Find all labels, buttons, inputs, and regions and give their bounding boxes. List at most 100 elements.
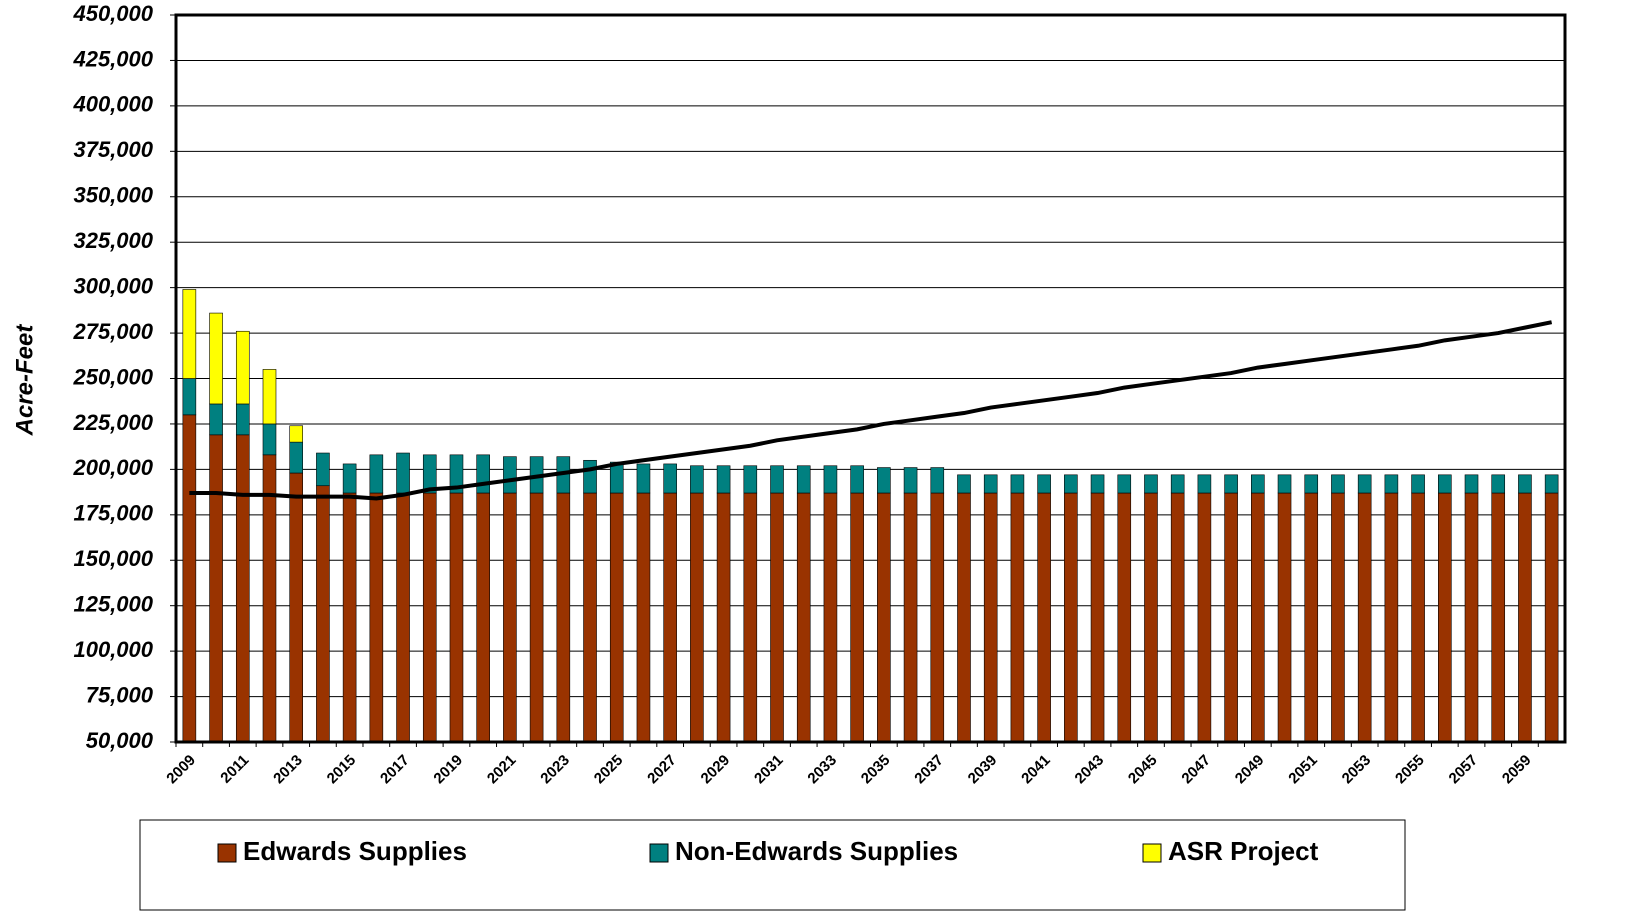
bar-segment xyxy=(396,492,410,743)
y-tick-label: 300,000 xyxy=(73,273,153,298)
bar-segment xyxy=(583,459,597,494)
bar-segment xyxy=(1304,492,1319,743)
bar-segment xyxy=(209,403,223,436)
bar-segment xyxy=(690,492,704,743)
x-tick-label: 2015 xyxy=(324,752,360,788)
bar-segment xyxy=(1544,492,1559,743)
x-tick-label: 2041 xyxy=(1018,752,1054,788)
bar-segment xyxy=(983,474,998,494)
bar-segment xyxy=(289,472,304,743)
x-tick-label: 2035 xyxy=(858,752,894,788)
bar-segment xyxy=(396,452,410,494)
bar-segment xyxy=(449,492,464,743)
bar-segment xyxy=(770,492,784,743)
bar-segment xyxy=(342,492,357,743)
bar-segment xyxy=(1491,474,1506,494)
legend-swatch xyxy=(1142,843,1162,863)
bar-segment xyxy=(1090,474,1105,494)
bar-segment xyxy=(663,463,677,494)
bar-segment xyxy=(903,467,918,494)
bar-segment xyxy=(182,378,197,416)
bar-segment xyxy=(503,492,517,743)
bar-segment xyxy=(262,369,277,425)
legend-label: Edwards Supplies xyxy=(243,836,467,866)
bar-segment xyxy=(556,492,571,743)
bar-segment xyxy=(663,492,677,743)
bar-segment xyxy=(1437,492,1452,743)
legend-label: Non-Edwards Supplies xyxy=(675,836,958,866)
legend-label: ASR Project xyxy=(1168,836,1319,866)
bar-segment xyxy=(369,492,384,743)
bar-segment xyxy=(957,492,971,743)
bar-segment xyxy=(1037,474,1051,494)
bar-segment xyxy=(1117,474,1132,494)
bar-segment xyxy=(1304,474,1319,494)
bar-segment xyxy=(342,463,357,494)
x-tick-label: 2049 xyxy=(1232,752,1268,788)
y-tick-label: 375,000 xyxy=(73,137,153,162)
x-tick-label: 2037 xyxy=(911,752,947,788)
bar-segment xyxy=(1144,474,1158,494)
bar-segment xyxy=(1357,492,1372,743)
bar-segment xyxy=(289,425,304,443)
bar-segment xyxy=(957,474,971,494)
y-tick-label: 100,000 xyxy=(73,637,153,662)
bar-segment xyxy=(823,492,838,743)
y-tick-label: 125,000 xyxy=(73,592,153,617)
legend-swatch xyxy=(649,843,669,863)
bar-segment xyxy=(1037,492,1051,743)
y-tick-label: 225,000 xyxy=(72,410,153,435)
x-tick-label: 2047 xyxy=(1178,752,1214,788)
bar-segment xyxy=(422,454,437,494)
bar-segment xyxy=(1010,474,1025,494)
bar-segment xyxy=(609,492,624,743)
bar-segment xyxy=(1064,474,1078,494)
y-tick-label: 350,000 xyxy=(73,183,153,208)
bar-segment xyxy=(1411,474,1425,494)
bar-segment xyxy=(235,434,250,743)
bar-segment xyxy=(877,492,891,743)
x-tick-label: 2039 xyxy=(965,752,1001,788)
bar-segment xyxy=(1384,474,1399,494)
bar-segment xyxy=(877,467,891,494)
bar-segment xyxy=(476,454,490,494)
bar-segment xyxy=(235,403,250,436)
bar-segment xyxy=(1331,492,1345,743)
bar-segment xyxy=(930,467,945,494)
y-tick-label: 150,000 xyxy=(73,546,153,571)
bar-segment xyxy=(1384,492,1399,743)
bar-segment xyxy=(770,465,784,494)
bar-segment xyxy=(850,492,864,743)
y-tick-label: 425,000 xyxy=(72,46,153,71)
bar-segment xyxy=(1277,474,1292,494)
bar-segment xyxy=(1197,492,1212,743)
bar-segment xyxy=(1544,474,1559,494)
x-tick-label: 2031 xyxy=(751,752,787,788)
x-tick-label: 2033 xyxy=(804,752,840,788)
y-tick-label: 50,000 xyxy=(86,728,154,753)
legend-swatch xyxy=(217,843,237,863)
bar-segment xyxy=(1464,474,1479,494)
x-tick-label: 2045 xyxy=(1125,752,1161,788)
bar-segment xyxy=(1251,474,1265,494)
y-tick-label: 175,000 xyxy=(73,501,153,526)
bar-segment xyxy=(636,463,651,494)
bar-segment xyxy=(930,492,945,743)
bar-segment xyxy=(1090,492,1105,743)
bar-segment xyxy=(369,454,384,494)
x-tick-label: 2009 xyxy=(163,752,199,788)
bar-segment xyxy=(636,492,651,743)
x-tick-label: 2055 xyxy=(1392,752,1428,788)
bar-segment xyxy=(1437,474,1452,494)
bar-segment xyxy=(476,492,490,743)
bar-segment xyxy=(422,492,437,743)
y-tick-label: 450,000 xyxy=(72,1,153,26)
x-tick-label: 2017 xyxy=(377,752,413,788)
y-tick-label: 275,000 xyxy=(72,319,153,344)
bar-segment xyxy=(1224,474,1238,494)
x-tick-label: 2023 xyxy=(537,752,573,788)
bar-segment xyxy=(1144,492,1158,743)
bar-segment xyxy=(316,452,330,487)
x-tick-label: 2029 xyxy=(698,752,734,788)
bar-segment xyxy=(850,465,864,494)
